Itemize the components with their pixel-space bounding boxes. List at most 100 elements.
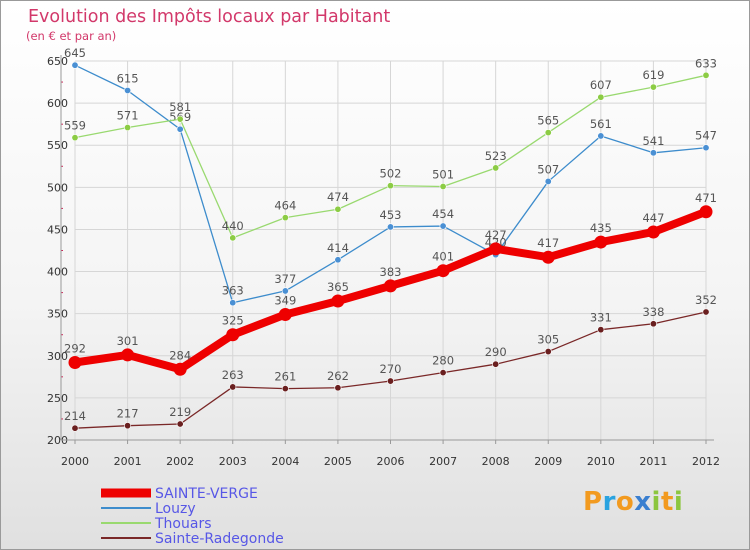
- data-point: [384, 279, 397, 293]
- data-point: [492, 360, 500, 368]
- proxiti-logo: Proxiti: [583, 487, 683, 517]
- legend-label: SAINTE-VERGE: [155, 486, 258, 502]
- data-label: 447: [642, 211, 664, 225]
- data-label: 559: [64, 119, 86, 133]
- legend-item: Sainte-Radegonde: [101, 531, 284, 547]
- data-point: [229, 383, 237, 391]
- data-label: 262: [327, 369, 349, 383]
- data-label: 414: [327, 241, 349, 255]
- data-point: [229, 234, 237, 242]
- y-tick-label: 250: [47, 392, 68, 405]
- x-tick-label: 2009: [534, 455, 562, 468]
- data-point: [646, 225, 660, 239]
- x-tick-label: 2001: [114, 455, 142, 468]
- data-point: [386, 377, 394, 385]
- data-point: [597, 326, 605, 334]
- data-point: [71, 61, 79, 69]
- data-point: [702, 71, 710, 79]
- data-point: [597, 132, 605, 140]
- y-tick-label: 600: [47, 97, 68, 110]
- x-tick-label: 2007: [429, 455, 457, 468]
- data-point: [436, 264, 450, 278]
- data-label: 292: [64, 342, 86, 356]
- logo-letter: t: [660, 487, 674, 517]
- data-label: 453: [380, 208, 402, 222]
- x-tick-label: 2005: [324, 455, 352, 468]
- y-tick-label: 650: [47, 55, 68, 68]
- data-label: 305: [537, 333, 559, 347]
- data-point: [278, 308, 292, 322]
- data-point: [331, 294, 345, 308]
- x-tick-label: 2004: [271, 455, 299, 468]
- data-point: [281, 287, 289, 295]
- data-point: [124, 86, 132, 94]
- data-label: 471: [695, 191, 717, 205]
- data-label: 464: [274, 199, 296, 213]
- data-label: 301: [117, 334, 139, 348]
- data-label: 607: [590, 78, 612, 92]
- data-label: 219: [169, 405, 191, 419]
- data-label: 417: [537, 236, 559, 250]
- data-label: 565: [537, 114, 559, 128]
- data-point: [386, 223, 394, 231]
- data-label: 365: [327, 280, 349, 294]
- data-point: [649, 149, 657, 157]
- data-label: 401: [432, 250, 454, 264]
- data-label: 615: [117, 71, 139, 85]
- x-tick-label: 2000: [61, 455, 89, 468]
- data-point: [176, 115, 184, 123]
- logo-letter: r: [602, 487, 616, 517]
- data-point: [281, 385, 289, 393]
- data-point: [597, 93, 605, 101]
- data-label: 454: [432, 207, 454, 221]
- x-tick-label: 2003: [219, 455, 247, 468]
- x-tick-label: 2011: [639, 455, 667, 468]
- data-point: [492, 164, 500, 172]
- data-point: [702, 308, 710, 316]
- y-tick-label: 550: [47, 139, 68, 152]
- data-point: [544, 129, 552, 137]
- data-label: 284: [169, 348, 191, 362]
- data-label: 377: [274, 272, 296, 286]
- legend-label: Sainte-Radegonde: [155, 531, 284, 547]
- data-point: [489, 242, 503, 256]
- data-point: [544, 348, 552, 356]
- data-label: 474: [327, 190, 349, 204]
- data-label: 435: [590, 221, 612, 235]
- data-point: [124, 124, 132, 132]
- x-tick-label: 2010: [587, 455, 615, 468]
- data-point: [334, 384, 342, 392]
- data-point: [594, 235, 608, 249]
- data-label: 338: [642, 305, 664, 319]
- data-label: 571: [117, 109, 139, 123]
- x-tick-label: 2006: [377, 455, 405, 468]
- data-point: [173, 362, 187, 376]
- axes: 200 250 300 350 400 450 500 550 600 650 2000 2001 20…: [47, 55, 720, 468]
- chart-subtitle: (en € et par an): [26, 29, 116, 43]
- data-label: 561: [590, 117, 612, 131]
- y-tick-label: 350: [47, 308, 68, 321]
- data-label: 633: [695, 56, 717, 70]
- data-point: [229, 299, 237, 307]
- data-label: 581: [169, 100, 191, 114]
- legend-label: Louzy: [155, 501, 196, 517]
- data-label: 325: [222, 314, 244, 328]
- data-point: [649, 83, 657, 91]
- data-label: 331: [590, 311, 612, 325]
- data-point: [334, 205, 342, 213]
- legend-label: Thouars: [154, 516, 212, 532]
- data-label: 383: [380, 265, 402, 279]
- logo-letter: i: [673, 487, 684, 517]
- data-point: [281, 214, 289, 222]
- logo-letter: P: [583, 487, 603, 517]
- legend-item: Thouars: [101, 516, 212, 532]
- data-point: [71, 134, 79, 142]
- data-label: 352: [695, 293, 717, 307]
- data-label: 349: [274, 294, 296, 308]
- data-point: [386, 182, 394, 190]
- data-label: 502: [380, 167, 402, 181]
- logo-letter: x: [634, 487, 652, 517]
- data-point: [439, 369, 447, 377]
